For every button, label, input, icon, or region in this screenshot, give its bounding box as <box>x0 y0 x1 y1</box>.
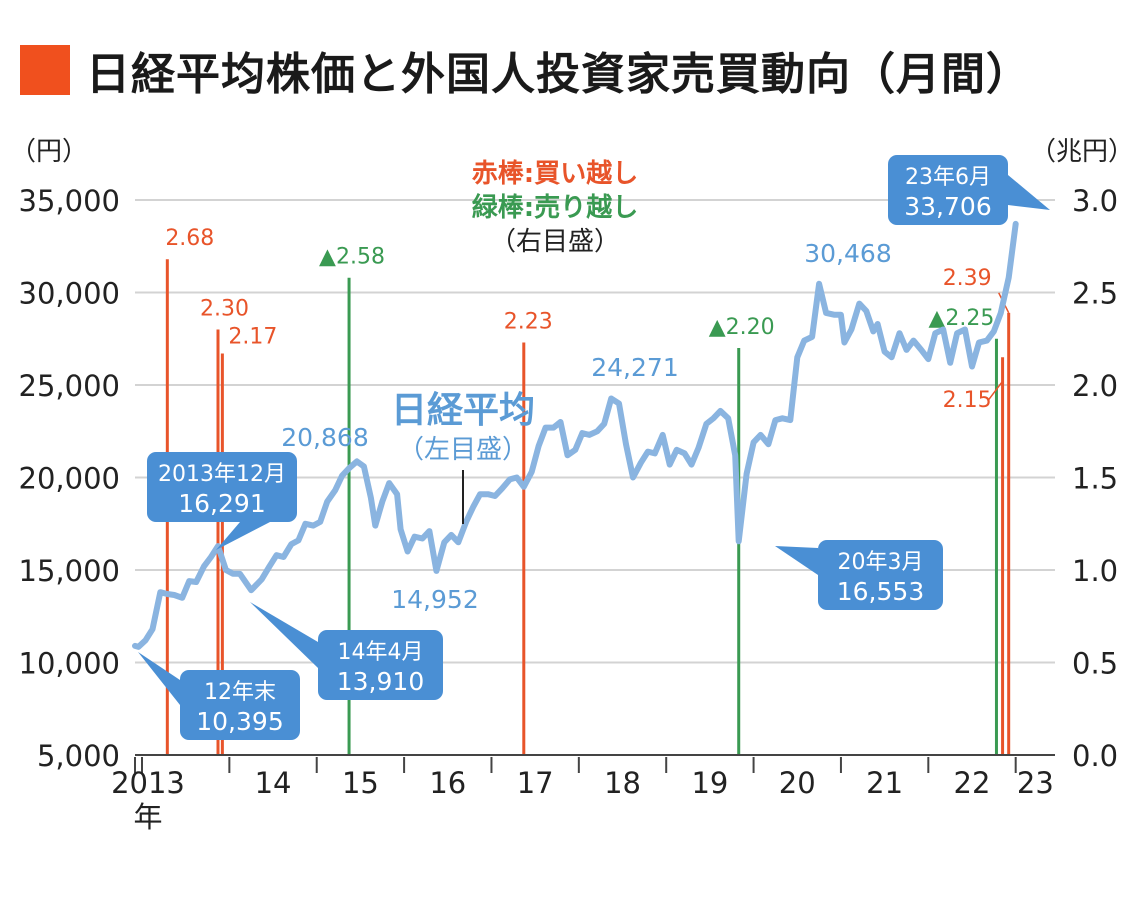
x-axis-tick-label: 14 <box>255 766 292 800</box>
x-axis-tick-label: 18 <box>604 766 641 800</box>
peak-value-label: 30,468 <box>804 239 891 268</box>
peak-value-label: 14,952 <box>391 585 478 614</box>
peak-value-label: 20,868 <box>281 423 368 452</box>
x-axis-tick-label: 17 <box>517 766 554 800</box>
left-axis-unit: （円） <box>10 137 88 167</box>
series-label-axis-note: （左目盛） <box>398 435 528 465</box>
callout-date: 20年3月 <box>838 550 924 575</box>
nikkei-line-layer <box>132 220 1019 650</box>
callout-value: 16,291 <box>178 489 265 518</box>
title-bar: 日経平均株価と外国人投資家売買動向（月間） <box>20 38 1031 102</box>
flow-value-label: 2.23 <box>504 309 553 334</box>
callout-layer: 2013年12月16,29112年末10,39514年4月13,91020年3月… <box>138 155 1050 740</box>
callout-tail <box>1008 175 1050 210</box>
flow-label-leader <box>987 380 1004 401</box>
callout-date: 23年6月 <box>905 165 991 190</box>
x-axis-tick-label: 21 <box>866 766 903 800</box>
right-axis-tick-label: 2.0 <box>1072 369 1118 403</box>
left-axis-tick-label: 25,000 <box>19 369 120 403</box>
right-axis-tick-label: 1.5 <box>1072 462 1118 496</box>
callout-value: 13,910 <box>337 667 424 696</box>
x-axis-tick-label: 22 <box>954 766 991 800</box>
x-axis-tick-label: 16 <box>429 766 466 800</box>
grid-layer <box>135 199 1055 664</box>
callout-tail <box>216 522 270 550</box>
right-axis-tick-label: 0.0 <box>1072 739 1118 773</box>
left-axis-tick-label: 35,000 <box>19 184 120 218</box>
left-axis-tick-label: 10,000 <box>19 647 120 681</box>
legend-buy: 赤棒:買い越し <box>472 159 638 189</box>
flow-value-label: 2.17 <box>228 325 277 350</box>
callout-bg <box>318 630 443 700</box>
peak-value-label: 24,271 <box>591 353 678 382</box>
callout-value: 10,395 <box>196 707 283 736</box>
callout-bg <box>818 540 943 610</box>
flow-value-label: ▲2.25 <box>928 306 994 331</box>
series-label-name: 日経平均 <box>391 390 535 431</box>
x-axis-tick-label: 19 <box>691 766 728 800</box>
callout-tail <box>775 546 818 575</box>
callout-date: 12年末 <box>204 680 276 705</box>
x-axis-tick-label: 15 <box>342 766 379 800</box>
legend-sell: 緑棒:売り越し <box>472 192 638 223</box>
legend-axis-note: （右目盛） <box>490 227 620 257</box>
left-axis-tick-label: 5,000 <box>37 739 120 773</box>
callout-bg <box>147 452 297 522</box>
axis-layer: 35,000 30,000 25,000 20,000 15,000 10,000 5,00… <box>10 137 1134 834</box>
title-accent-square <box>20 45 70 95</box>
x-axis-tick-label: 23 <box>1017 766 1054 800</box>
flow-value-label: ▲2.58 <box>319 245 385 270</box>
callout-date: 14年4月 <box>338 640 424 665</box>
flow-value-label: 2.39 <box>943 266 992 291</box>
callout-value: 16,553 <box>837 577 924 606</box>
flow-value-label: 2.68 <box>165 226 214 251</box>
flow-value-label: ▲2.20 <box>709 315 775 340</box>
left-axis-tick-label: 30,000 <box>19 277 120 311</box>
x-axis-tick-label: 2013 <box>111 766 185 800</box>
left-axis-tick-label: 15,000 <box>19 554 120 588</box>
callout-bg <box>180 670 300 740</box>
flow-value-label: 2.30 <box>200 297 249 322</box>
chart-title: 日経平均株価と外国人投資家売買動向（月間） <box>86 49 1031 100</box>
right-axis-tick-label: 2.5 <box>1072 277 1118 311</box>
callout-bg <box>888 155 1008 225</box>
flow-value-label: 2.15 <box>943 388 992 413</box>
callout-date: 2013年12月 <box>158 462 286 487</box>
left-axis-tick-label: 20,000 <box>19 462 120 496</box>
right-axis-unit: （兆円） <box>1030 137 1134 167</box>
right-axis-tick-label: 0.5 <box>1072 647 1118 681</box>
callout-value: 33,706 <box>904 192 991 221</box>
right-axis-tick-label: 1.0 <box>1072 554 1118 588</box>
nikkei-series-line <box>132 220 1019 650</box>
callout-tail <box>250 602 318 668</box>
x-axis-tick-label: 20 <box>779 766 816 800</box>
callout-tail <box>138 652 180 705</box>
x-axis-year-suffix: 年 <box>133 800 162 834</box>
right-axis-tick-label: 3.0 <box>1072 184 1118 218</box>
